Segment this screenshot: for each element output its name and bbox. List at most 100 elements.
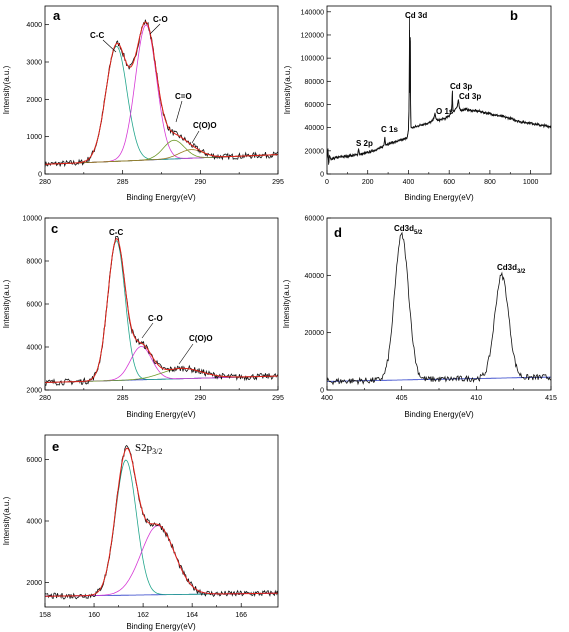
panel-c: 280 285 290 295 2000 4000 6000 8000 10000 c Bind…: [2, 216, 284, 420]
panel-b-ytick-label: 80000: [305, 79, 325, 86]
panel-d-ytick-label: 60000: [305, 216, 325, 223]
panel-a-ytick-label: 2000: [26, 97, 42, 104]
panel-c-ytick-label: 6000: [26, 302, 42, 309]
panel-e: 158 160 162 164 166 2000 4000 6000 e Binding En…: [2, 434, 279, 631]
panel-a-envelope: [45, 21, 278, 165]
peak-label-co: C-O: [153, 15, 168, 24]
panel-a-xtick-label: 280: [39, 179, 51, 186]
panel-c-component-1: [45, 240, 278, 383]
panel-e-ticks: 158 160 162 164 166 2000 4000 6000: [26, 457, 247, 619]
panel-e-xtick-label: 166: [235, 612, 247, 619]
panel-a-xtick-label: 295: [272, 179, 284, 186]
panel-d-xtick-label: 405: [396, 395, 408, 402]
panel-d-ytick-label: 0: [320, 388, 324, 395]
panel-b-xtick-label: 0: [325, 179, 329, 186]
arrow-c-double-o: [175, 100, 183, 123]
panel-c-xtick-label: 295: [272, 395, 284, 402]
panel-c-letter: c: [51, 221, 58, 236]
peak-label-s2p: S 2p: [356, 139, 373, 148]
panel-d: 400 405 410 415 0 20000 40000 60000 d Binding E…: [282, 216, 557, 420]
panel-e-envelope: [45, 447, 278, 597]
arrow-coo: [191, 130, 200, 144]
panel-c-plot-frame: [44, 217, 279, 391]
panel-b-ytick-label: 120000: [301, 32, 324, 39]
panel-a-ylabel: Intensity(a.u.): [2, 65, 11, 114]
peak-label-co-c: C-O: [148, 314, 163, 323]
panel-a-letter: a: [53, 8, 61, 23]
panel-a-ticks: 280 285 290 295 0 1000 2000 3000 4000: [26, 22, 284, 186]
panel-e-ytick-label: 2000: [26, 580, 42, 587]
panel-b-ytick-label: 0: [320, 172, 324, 179]
panel-c-raw-data: [45, 235, 278, 387]
panel-a-component-3: [45, 139, 278, 165]
panel-c-xtick-label: 290: [194, 395, 206, 402]
arrow-co-c: [141, 322, 154, 339]
panel-e-xtick-label: 160: [88, 612, 100, 619]
peak-label-cd3d52: Cd3d5/2: [394, 224, 423, 236]
panel-a-component-2: [45, 24, 278, 165]
peak-label-cd3p-lower: Cd 3p: [459, 92, 481, 101]
panel-c-series: [45, 235, 278, 387]
panel-d-xtick-label: 415: [545, 395, 557, 402]
panel-a-ytick-label: 0: [38, 172, 42, 179]
panel-e-xtick-label: 164: [186, 612, 198, 619]
panel-c-xtick-label: 285: [117, 395, 129, 402]
panel-c-ylabel: Intensity(a.u.): [2, 279, 11, 328]
panel-b-ytick-label: 60000: [305, 102, 325, 109]
panel-b-ytick-label: 40000: [305, 125, 325, 132]
panel-d-ylabel: Intensity(a.u.): [282, 279, 291, 328]
panel-d-ticks: 400 405 410 415 0 20000 40000 60000: [305, 216, 557, 403]
panel-c-ytick-label: 10000: [23, 216, 43, 223]
panel-b-letter: b: [510, 8, 518, 23]
panel-b-ticks: 0 200 400 600 800 1000 0 20000 40000 60000 80000 10…: [301, 9, 539, 186]
panel-a-ytick-label: 4000: [26, 22, 42, 29]
panel-b: 0 200 400 600 800 1000 0 20000 40000 60000 80000 10…: [283, 5, 552, 202]
panel-e-ylabel: Intensity(a.u.): [2, 496, 11, 545]
panel-e-letter: e: [52, 439, 59, 454]
panel-e-xlabel: Binding Energy(eV): [126, 622, 196, 631]
panel-c-ticks: 280 285 290 295 2000 4000 6000 8000 10000: [23, 216, 284, 403]
panel-a-xlabel: Binding Energy(eV): [126, 193, 196, 202]
peak-label-c1s: C 1s: [381, 125, 398, 134]
panel-d-ytick-label: 40000: [305, 273, 325, 280]
panel-b-ytick-label: 100000: [301, 56, 324, 63]
panel-e-component-1: [45, 459, 278, 597]
peak-label-cc-c: C-C: [109, 228, 123, 237]
panel-b-xtick-label: 200: [362, 179, 374, 186]
arrow-co: [149, 23, 161, 35]
panel-a-xtick-label: 285: [117, 179, 129, 186]
arrow-coo-c: [178, 343, 194, 365]
peak-label-s2p32: S2p3/2: [135, 442, 162, 456]
panel-b-xtick-label: 1000: [523, 179, 539, 186]
panel-e-component-2: [45, 525, 278, 597]
panel-e-ytick-label: 6000: [26, 457, 42, 464]
panel-e-series: [45, 444, 278, 600]
panel-e-xtick-label: 162: [137, 612, 149, 619]
panel-e-ytick-label: 4000: [26, 519, 42, 526]
peak-label-c-double-o: C=O: [175, 92, 192, 101]
panel-a: 280 285 290 295 0 1000 2000 3000 4000 a Binding …: [2, 5, 284, 202]
panel-d-raw-data: [327, 231, 551, 386]
panel-c-xtick-label: 280: [39, 395, 51, 402]
peak-label-cd3d32: Cd3d3/2: [497, 263, 526, 275]
panel-b-plot-frame: [326, 5, 552, 175]
panel-b-xtick-label: 400: [403, 179, 415, 186]
panel-c-ytick-label: 4000: [26, 345, 42, 352]
panel-a-ytick-label: 3000: [26, 60, 42, 67]
panel-c-ytick-label: 2000: [26, 388, 42, 395]
panel-a-xtick-label: 290: [194, 179, 206, 186]
panel-c-xlabel: Binding Energy(eV): [126, 410, 196, 419]
panel-d-xlabel: Binding Energy(eV): [404, 410, 474, 419]
panel-b-spectrum-peaks: [327, 16, 551, 165]
panel-b-spectrum-line: [327, 29, 551, 164]
panel-e-plot-frame: [44, 434, 279, 608]
panel-c-ytick-label: 8000: [26, 259, 42, 266]
panel-a-ytick-label: 1000: [26, 134, 42, 141]
panel-d-series: [327, 231, 551, 386]
panel-a-series: [45, 19, 278, 168]
panel-b-ytick-label: 140000: [301, 9, 324, 16]
panel-d-letter: d: [334, 225, 342, 240]
peak-label-cd3p-upper: Cd 3p: [450, 82, 472, 91]
panel-b-series: [327, 16, 551, 165]
